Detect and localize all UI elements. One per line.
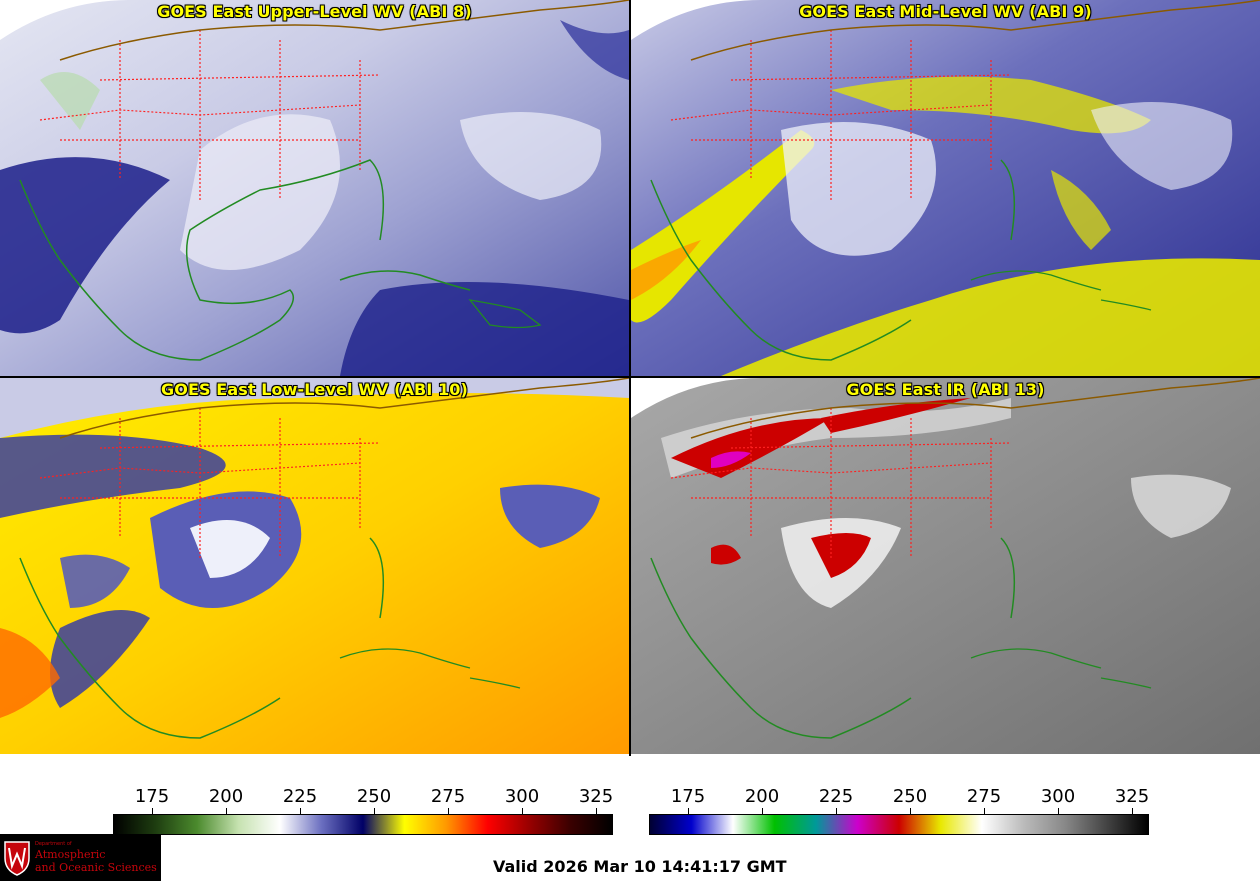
panel-mid-level-wv: GOES East Mid-Level WV (ABI 9) (631, 0, 1260, 376)
panel-title: GOES East Mid-Level WV (ABI 9) (799, 2, 1092, 21)
colorbar-tick-mark (300, 808, 301, 814)
colorbar-wv (113, 814, 613, 835)
colorbar-tick-mark (226, 808, 227, 814)
colorbar-tick-label: 300 (504, 786, 540, 807)
colorbar-tick-mark (596, 808, 597, 814)
panel-divider-horizontal (0, 376, 1260, 378)
colorbar-tick-label: 200 (208, 786, 244, 807)
colorbar-tick-mark (522, 808, 523, 814)
mid-level-wv-image (631, 0, 1260, 376)
colorbar-tick-mark (1132, 808, 1133, 814)
colorbar-tick-mark (1058, 808, 1059, 814)
low-level-wv-image (0, 378, 629, 754)
colorbar-tick-label: 325 (578, 786, 614, 807)
colorbar-tick-mark (836, 808, 837, 814)
colorbar-tick-mark (984, 808, 985, 814)
valid-time: Valid 2026 Mar 10 14:41:17 GMT (493, 857, 787, 876)
colorbar-tick-label: 275 (430, 786, 466, 807)
colorbar-tick-mark (374, 808, 375, 814)
colorbar-tick-label: 200 (744, 786, 780, 807)
colorbar-tick-label: 250 (356, 786, 392, 807)
uw-crest-icon (4, 841, 30, 876)
colorbar-tick-label: 175 (134, 786, 170, 807)
upper-level-wv-image (0, 0, 629, 376)
colorbar-tick-label: 300 (1040, 786, 1076, 807)
panel-upper-level-wv: GOES East Upper-Level WV (ABI 8) (0, 0, 629, 376)
colorbar-tick-mark (688, 808, 689, 814)
colorbar-tick-label: 225 (282, 786, 318, 807)
colorbar-tick-label: 325 (1114, 786, 1150, 807)
panel-divider-vertical (629, 0, 631, 756)
logo-line1: Atmospheric (35, 848, 106, 861)
colorbar-tick-label: 175 (670, 786, 706, 807)
logo-line2: and Oceanic Sciences (35, 861, 157, 874)
colorbar-tick-mark (910, 808, 911, 814)
colorbar-ir (649, 814, 1149, 835)
colorbar-tick-label: 275 (966, 786, 1002, 807)
colorbar-tick-mark (448, 808, 449, 814)
ir-image (631, 378, 1260, 754)
colorbar-tick-label: 250 (892, 786, 928, 807)
aos-logo: Department of Atmospheric and Oceanic Sc… (0, 834, 161, 881)
panel-low-level-wv: GOES East Low-Level WV (ABI 10) (0, 378, 629, 754)
panel-title: GOES East Upper-Level WV (ABI 8) (157, 2, 472, 21)
logo-dept: Department of (35, 841, 72, 847)
panel-ir: GOES East IR (ABI 13) (631, 378, 1260, 754)
colorbar-tick-mark (152, 808, 153, 814)
panel-title: GOES East Low-Level WV (ABI 10) (161, 380, 468, 399)
panel-title: GOES East IR (ABI 13) (846, 380, 1045, 399)
colorbar-tick-mark (762, 808, 763, 814)
colorbar-tick-label: 225 (818, 786, 854, 807)
